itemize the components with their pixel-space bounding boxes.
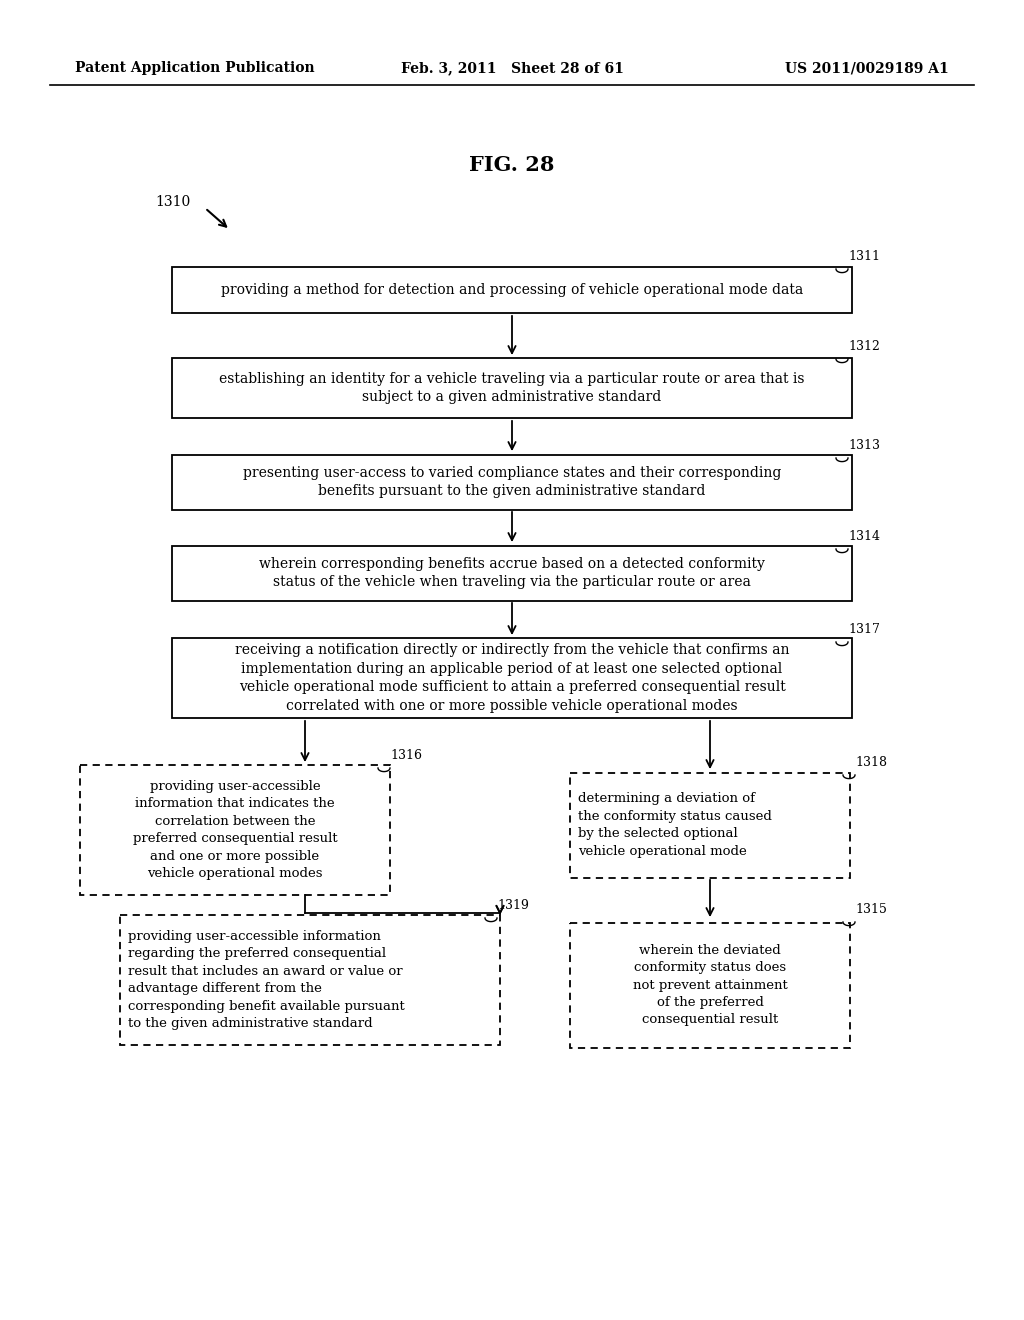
Text: 1312: 1312 — [848, 341, 880, 352]
Bar — [172, 454, 852, 510]
Text: Feb. 3, 2011   Sheet 28 of 61: Feb. 3, 2011 Sheet 28 of 61 — [400, 61, 624, 75]
Bar — [172, 267, 852, 313]
Text: Patent Application Publication: Patent Application Publication — [75, 61, 314, 75]
Text: 1315: 1315 — [855, 903, 887, 916]
Text: providing user-accessible information
regarding the preferred consequential
resu: providing user-accessible information re… — [128, 929, 404, 1030]
Text: 1317: 1317 — [848, 623, 880, 636]
Bar — [570, 923, 850, 1048]
Text: establishing an identity for a vehicle traveling via a particular route or area : establishing an identity for a vehicle t… — [219, 371, 805, 404]
Text: receiving a notification directly or indirectly from the vehicle that confirms a: receiving a notification directly or ind… — [234, 643, 790, 713]
Bar — [570, 772, 850, 878]
Bar — [80, 766, 390, 895]
Text: 1313: 1313 — [848, 440, 880, 451]
Bar — [172, 358, 852, 418]
Text: 1318: 1318 — [855, 756, 887, 770]
Text: US 2011/0029189 A1: US 2011/0029189 A1 — [785, 61, 949, 75]
Text: providing a method for detection and processing of vehicle operational mode data: providing a method for detection and pro… — [221, 282, 803, 297]
Text: 1310: 1310 — [155, 195, 190, 209]
Text: 1314: 1314 — [848, 531, 880, 543]
Text: wherein the deviated
conformity status does
not prevent attainment
of the prefer: wherein the deviated conformity status d… — [633, 944, 787, 1027]
Bar — [172, 545, 852, 601]
Text: 1319: 1319 — [497, 899, 528, 912]
Bar — [172, 638, 852, 718]
Text: FIG. 28: FIG. 28 — [469, 154, 555, 176]
Bar — [120, 915, 500, 1045]
Text: wherein corresponding benefits accrue based on a detected conformity
status of t: wherein corresponding benefits accrue ba… — [259, 557, 765, 590]
Text: determining a deviation of
the conformity status caused
by the selected optional: determining a deviation of the conformit… — [578, 792, 772, 858]
Text: presenting user-access to varied compliance states and their corresponding
benef: presenting user-access to varied complia… — [243, 466, 781, 499]
Text: 1316: 1316 — [390, 748, 422, 762]
Text: providing user-accessible
information that indicates the
correlation between the: providing user-accessible information th… — [133, 780, 337, 880]
Text: 1311: 1311 — [848, 249, 880, 263]
